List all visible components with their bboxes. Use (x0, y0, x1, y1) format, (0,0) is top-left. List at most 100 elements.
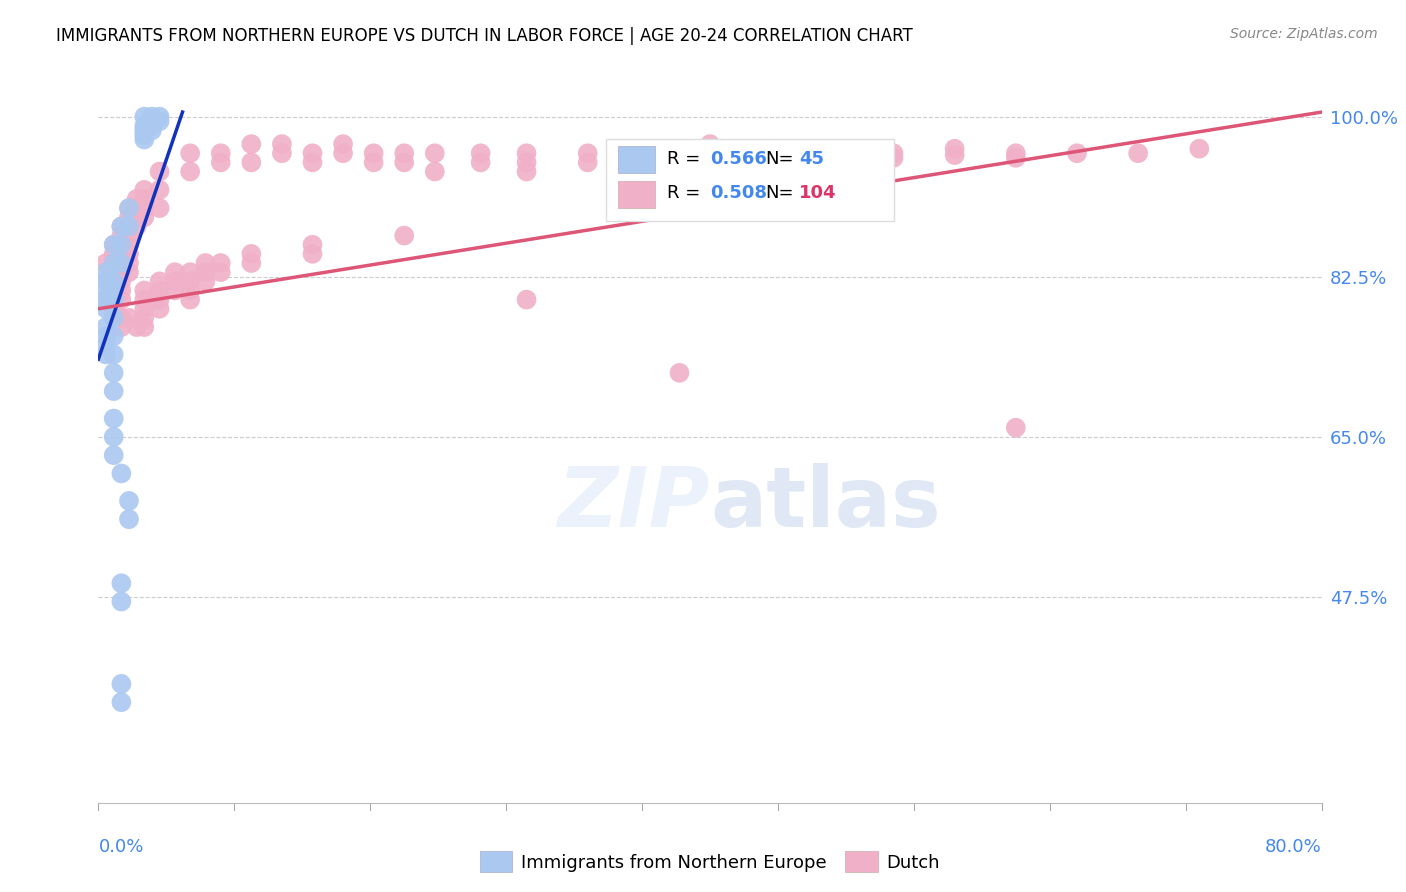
Point (110, 274, 132, 288)
Point (179, 284, 201, 298)
Point (668, 366, 690, 380)
Text: N=: N= (765, 185, 793, 202)
Point (363, 146, 385, 161)
Point (103, 274, 125, 288)
Point (1004, 151, 1026, 165)
Point (209, 265, 232, 279)
Point (134, 128, 156, 142)
Point (149, 284, 172, 298)
Point (94, 284, 117, 298)
Point (103, 247, 125, 261)
Point (110, 219, 132, 234)
Point (103, 293, 125, 307)
Point (103, 237, 125, 252)
Point (1128, 146, 1150, 161)
Point (103, 384, 125, 398)
Point (118, 219, 141, 234)
Point (943, 142, 966, 156)
Point (103, 366, 125, 380)
Point (423, 146, 446, 161)
Point (163, 274, 186, 288)
Point (94, 347, 117, 361)
Point (516, 164, 538, 178)
Point (301, 146, 323, 161)
Text: 104: 104 (800, 185, 837, 202)
Point (134, 201, 156, 215)
Point (134, 284, 156, 298)
Point (134, 183, 156, 197)
Point (103, 430, 125, 444)
Point (110, 576, 132, 591)
Point (103, 274, 125, 288)
Point (118, 237, 141, 252)
Point (332, 146, 354, 161)
Point (1066, 146, 1088, 161)
Point (759, 142, 782, 156)
Point (110, 237, 132, 252)
Point (134, 310, 156, 325)
Point (209, 256, 232, 270)
Point (516, 293, 538, 307)
Point (94, 293, 117, 307)
Point (821, 151, 844, 165)
Point (332, 137, 354, 152)
Point (125, 219, 148, 234)
Point (194, 274, 217, 288)
Point (103, 293, 125, 307)
Point (883, 151, 905, 165)
Point (179, 265, 201, 279)
Text: IMMIGRANTS FROM NORTHERN EUROPE VS DUTCH IN LABOR FORCE | AGE 20-24 CORRELATION : IMMIGRANTS FROM NORTHERN EUROPE VS DUTCH… (56, 27, 912, 45)
Point (103, 301, 125, 316)
Point (363, 155, 385, 169)
Point (149, 164, 172, 178)
Point (699, 137, 721, 152)
Text: 0.566: 0.566 (710, 150, 766, 168)
Point (125, 201, 148, 215)
Text: 0.0%: 0.0% (98, 838, 143, 856)
Point (103, 284, 125, 298)
Text: 0.508: 0.508 (710, 185, 768, 202)
Point (94, 274, 117, 288)
Point (637, 151, 661, 165)
Point (759, 151, 782, 165)
Point (94, 329, 117, 343)
Point (240, 137, 263, 152)
Point (1004, 420, 1026, 434)
Point (883, 146, 905, 161)
Point (118, 201, 141, 215)
Point (141, 110, 163, 124)
Point (943, 148, 966, 162)
Point (125, 192, 148, 206)
Point (141, 123, 163, 137)
Point (301, 237, 323, 252)
Point (240, 155, 263, 169)
Point (163, 284, 186, 298)
Bar (619, 180, 655, 208)
Point (179, 293, 201, 307)
Point (118, 265, 141, 279)
Text: 45: 45 (800, 150, 824, 168)
Point (103, 448, 125, 462)
Point (470, 155, 492, 169)
Point (699, 151, 721, 165)
Point (103, 284, 125, 298)
Point (118, 310, 141, 325)
Point (392, 155, 416, 169)
Point (94, 338, 117, 352)
Point (94, 265, 117, 279)
Point (134, 119, 156, 133)
Point (209, 146, 232, 161)
Point (125, 211, 148, 225)
Point (134, 192, 156, 206)
Point (149, 114, 172, 128)
Point (110, 310, 132, 325)
Point (103, 310, 125, 325)
Point (149, 201, 172, 215)
Point (118, 256, 141, 270)
Point (576, 155, 599, 169)
Point (118, 512, 141, 526)
Point (179, 164, 201, 178)
Point (110, 256, 132, 270)
Point (110, 293, 132, 307)
Point (516, 146, 538, 161)
